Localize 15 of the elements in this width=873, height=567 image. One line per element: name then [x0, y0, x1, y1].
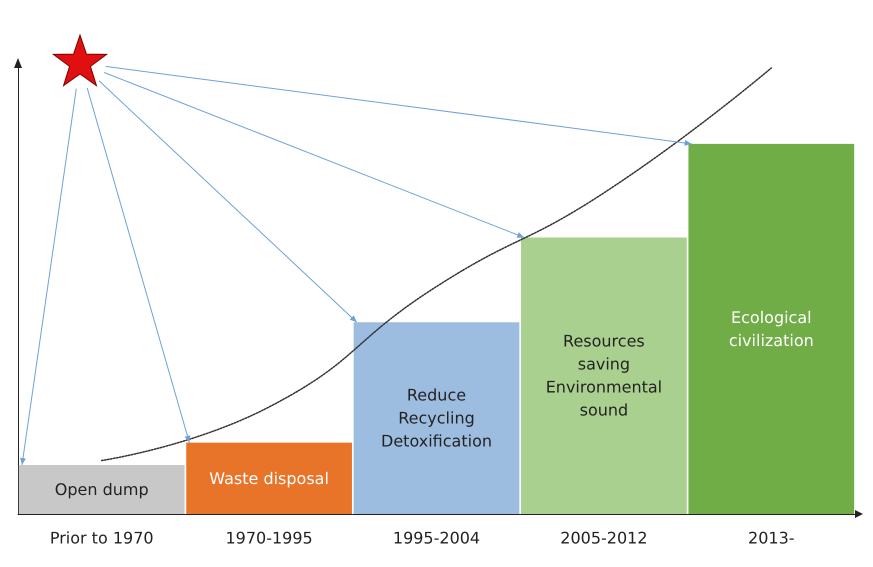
- x-tick-label: 1970-1995: [225, 528, 313, 548]
- bar: [18, 464, 185, 514]
- x-tick-label: 1995-2004: [392, 528, 480, 548]
- annotation: Ecological civilization: [728, 308, 814, 350]
- x-tick-label: 2005-2012: [560, 528, 648, 548]
- x-tick-label: Prior to 1970: [50, 528, 154, 548]
- bar: [521, 237, 687, 514]
- bar: [354, 322, 520, 514]
- bar: [186, 442, 352, 514]
- annotation: Resources saving Environmental sound: [546, 332, 662, 420]
- annotation: Waste disposal: [209, 468, 329, 488]
- annotation: Reduce Recycling Detoxification: [381, 386, 492, 451]
- bar: [688, 144, 854, 514]
- x-tick-label: 2013-: [748, 528, 795, 548]
- annotation: Open dump: [54, 480, 149, 499]
